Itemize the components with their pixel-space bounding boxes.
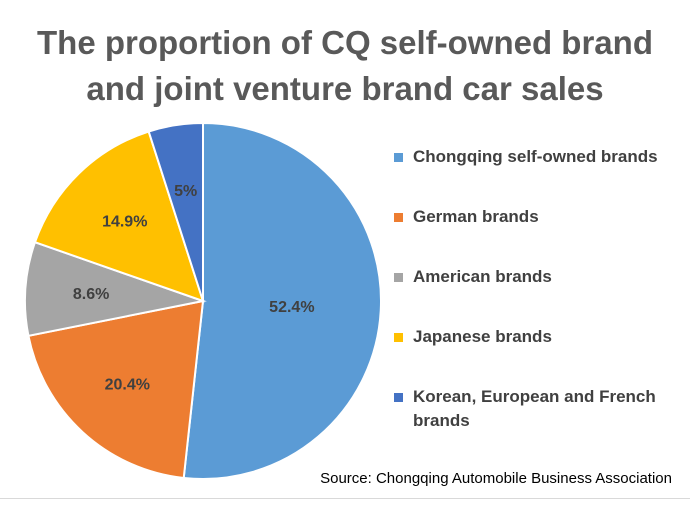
legend-item-japanese: Japanese brands [394,325,678,349]
legend-swatch [394,213,403,222]
chart-title-line-1: The proportion of CQ self-owned brand [37,24,653,61]
data-label-korean-european-and-french-brands: 5% [174,183,197,200]
pie-slice-korean-european-and-french-brands [147,121,204,302]
pie-slice-chongqing-self-owned-brands [182,121,382,480]
legend-swatch [394,393,403,402]
chart-title: The proportion of CQ self-owned brand an… [0,20,690,112]
legend-item-korean-european-french: Korean, European and French brands [394,385,678,433]
legend-label: Japanese brands [413,327,552,346]
pie-slice-german-brands [27,299,205,480]
pie-slice-american-brands [24,240,207,338]
sheet-gridline [0,498,690,499]
source-note: Source: Chongqing Automobile Business As… [320,470,672,487]
legend-swatch [394,273,403,282]
data-label-german-brands: 20.4% [105,377,150,394]
legend-label: German brands [413,207,539,226]
legend-item-american: American brands [394,265,678,289]
legend-label: Chongqing self-owned brands [413,147,658,166]
legend-item-german: German brands [394,205,678,229]
data-label-chongqing-self-owned-brands: 52.4% [269,299,314,316]
legend-label: American brands [413,267,552,286]
data-label-american-brands: 8.6% [73,286,109,303]
legend-swatch [394,153,403,162]
legend-item-chongqing: Chongqing self-owned brands [394,145,678,169]
data-label-japanese-brands: 14.9% [102,214,147,231]
legend-swatch [394,333,403,342]
legend-label: Korean, European and French brands [413,387,656,430]
pie-slice-japanese-brands [33,130,205,303]
chart-title-line-2: and joint venture brand car sales [86,70,604,107]
